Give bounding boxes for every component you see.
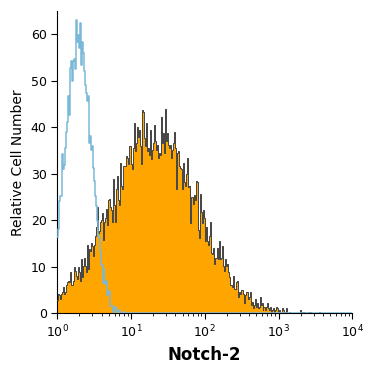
X-axis label: Notch-2: Notch-2 xyxy=(168,346,242,364)
Y-axis label: Relative Cell Number: Relative Cell Number xyxy=(11,89,25,236)
